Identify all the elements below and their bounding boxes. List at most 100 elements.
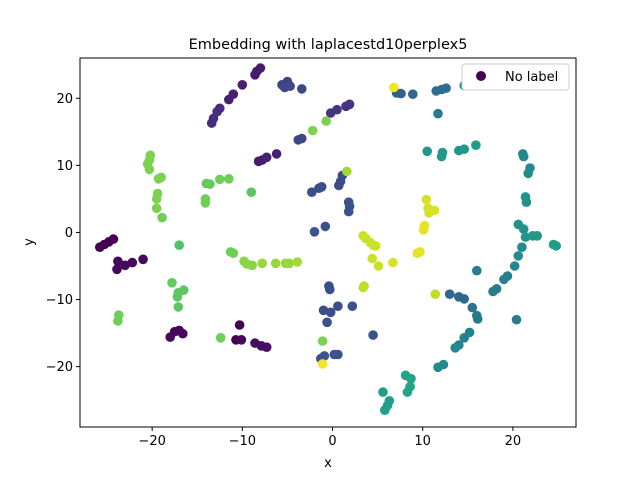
scatter-point — [138, 254, 148, 265]
scatter-point — [108, 234, 119, 244]
scatter-point — [224, 94, 234, 105]
scatter-point — [333, 301, 343, 312]
scatter-point — [430, 289, 441, 300]
scatter-point — [167, 278, 177, 288]
scatter-point — [270, 258, 281, 269]
scatter-point — [472, 314, 483, 324]
legend: No label — [461, 63, 570, 91]
scatter-point — [415, 247, 425, 257]
scatter-point — [509, 261, 520, 271]
scatter-point — [151, 203, 162, 214]
scatter-point — [433, 362, 443, 373]
scatter-point — [247, 260, 257, 271]
scatter-point — [396, 88, 406, 99]
legend-label: No label — [505, 70, 558, 85]
scatter-point — [255, 63, 266, 73]
scatter-point — [200, 198, 211, 208]
scatter-point — [156, 172, 166, 183]
x-tick-label: 10 — [414, 434, 431, 449]
scatter-point — [521, 197, 532, 207]
scatter-point — [157, 212, 167, 223]
scatter-point — [406, 373, 416, 384]
scatter-point — [237, 80, 248, 90]
scatter-point — [257, 258, 268, 269]
scatter-point — [113, 316, 123, 326]
scatter-point — [359, 281, 369, 291]
scatter-point — [367, 253, 378, 264]
scatter-point — [297, 84, 307, 94]
scatter-point — [518, 224, 529, 234]
scatter-point — [459, 144, 470, 154]
scatter-point — [518, 151, 529, 162]
scatter-point — [224, 174, 234, 184]
scatter-point — [292, 257, 303, 267]
scatter-point — [297, 133, 307, 144]
scatter-point — [250, 70, 260, 80]
scatter-point — [325, 284, 335, 295]
scatter-point — [246, 187, 257, 197]
scatter-point — [317, 359, 328, 369]
scatter-point — [450, 343, 461, 353]
scatter-point — [174, 240, 184, 250]
y-axis-label: y — [22, 238, 37, 246]
scatter-point — [429, 205, 440, 216]
scatter-point — [261, 342, 272, 353]
scatter-point — [215, 333, 226, 343]
legend-box — [461, 63, 570, 91]
scatter-point — [368, 330, 378, 340]
scatter-point — [517, 242, 527, 252]
scatter-point — [322, 317, 332, 328]
scatter-point — [279, 82, 290, 93]
ticks-layer: −20 −10 0 10 20 −20 −10 0 10 20 — [46, 92, 522, 449]
scatter-point — [271, 149, 282, 159]
scatter-point — [513, 251, 524, 261]
scatter-point — [344, 99, 355, 110]
x-tick-label: 0 — [328, 434, 336, 449]
scatter-point — [421, 194, 432, 205]
scatter-point — [511, 314, 522, 325]
scatter-point — [467, 302, 478, 313]
scatter-point — [523, 168, 533, 179]
scatter-point — [172, 292, 183, 302]
y-tick-label: −10 — [46, 293, 73, 308]
scatter-point — [325, 307, 336, 318]
scatter-point — [342, 166, 352, 177]
scatter-point — [373, 261, 384, 271]
chart-title: Embedding with laplacestd10perplex5 — [189, 37, 468, 53]
scatter-point — [320, 221, 331, 232]
scatter-point — [520, 232, 531, 242]
scatter-point — [408, 89, 418, 99]
scatter-point — [319, 351, 330, 361]
scatter-point — [127, 257, 138, 268]
scatter-point — [236, 335, 247, 345]
scatter-point — [499, 274, 509, 285]
scatter-point — [333, 349, 343, 360]
x-tick-label: 20 — [505, 434, 522, 449]
scatter-point — [441, 83, 451, 93]
scatter-point — [173, 302, 184, 312]
scatter-point — [433, 108, 443, 119]
scatter-point — [228, 248, 239, 258]
scatter-point — [378, 387, 388, 397]
scatter-point — [151, 194, 162, 204]
scatter-point — [459, 294, 470, 304]
plot-area-frame — [79, 57, 577, 428]
scatter-point — [120, 260, 130, 271]
scatter-point — [112, 264, 122, 275]
scatter-point — [206, 118, 217, 128]
scatter-point — [205, 179, 215, 189]
scatter-point — [444, 289, 455, 300]
scatter-point — [388, 257, 398, 268]
scatter-point — [178, 285, 189, 295]
scatter-point — [384, 396, 395, 406]
scatter-point — [551, 241, 561, 251]
scatter-point — [371, 241, 381, 251]
scatter-point — [234, 320, 245, 330]
scatter-point — [436, 151, 447, 162]
x-axis-label: x — [324, 456, 332, 471]
scatter-point — [178, 328, 188, 339]
scatter-point — [532, 231, 542, 241]
scatter-point — [113, 256, 123, 267]
scatter-point — [472, 265, 482, 276]
